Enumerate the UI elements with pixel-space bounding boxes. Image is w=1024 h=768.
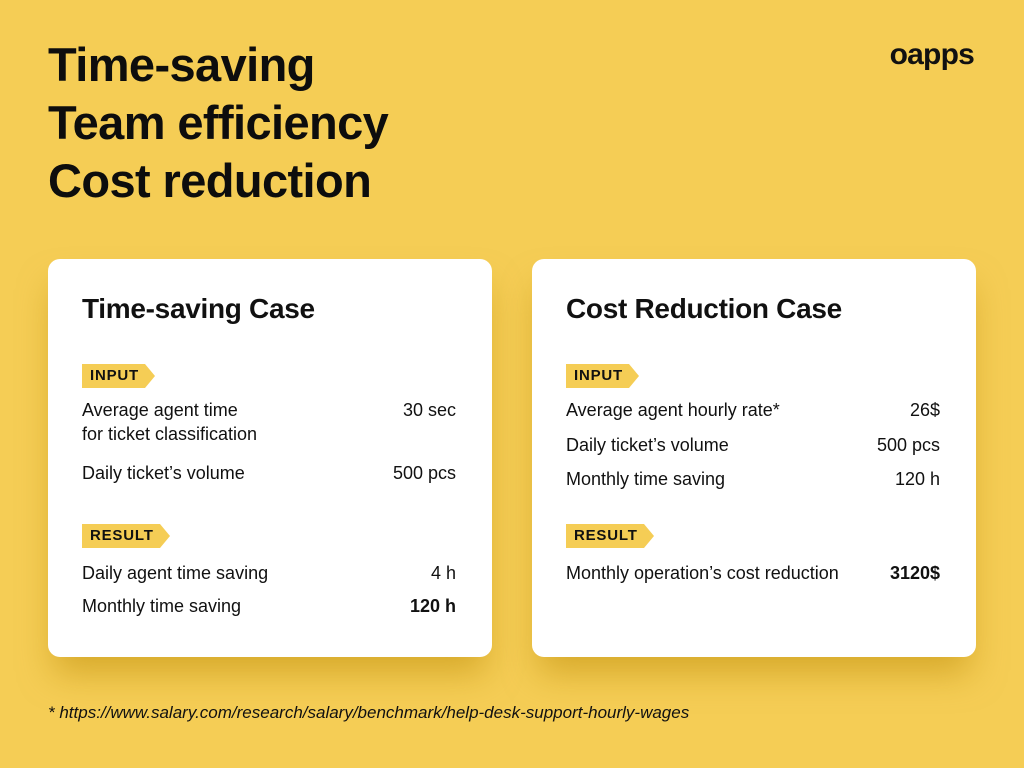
row-value: 120 h [894,469,940,489]
input-tag: INPUT [82,364,155,388]
footnote-source-link[interactable]: * https://www.salary.com/research/salary… [48,703,690,722]
row-label: Daily ticket’s volume [82,463,245,483]
card-title: Time-saving Case [82,293,315,324]
row-value-highlight: 120 h [409,596,456,616]
row-value: 500 pcs [876,435,940,455]
input-section: INPUT [566,364,940,388]
row-value-highlight: 3120$ [889,563,940,583]
row-label: Monthly time saving [566,469,726,489]
row-value: 30 sec [402,400,456,420]
result-section: RESULT [566,524,940,548]
row-value: 500 pcs [392,463,456,483]
result-row: Daily agent time saving 4 h [82,561,456,585]
headline-line-1: Time-saving [48,38,315,91]
card-title: Cost Reduction Case [566,293,842,324]
result-tag: RESULT [82,524,170,548]
input-row: Monthly time saving 120 h [566,467,940,491]
result-tag: RESULT [566,524,654,548]
time-saving-card: Time-saving Case INPUT Average agent tim… [48,259,492,657]
row-value: 26$ [909,400,940,420]
input-row: Average agent hourly rate* 26$ [566,398,940,422]
row-label: Daily ticket’s volume [566,435,729,455]
input-tag: INPUT [566,364,639,388]
input-row: Daily ticket’s volume 500 pcs [566,433,940,457]
result-row: Monthly operation’s cost reduction 3120$ [566,561,940,585]
brand-logo: oapps [889,38,975,71]
row-label: Monthly time saving [82,596,242,616]
headline-line-2: Team efficiency [48,96,389,149]
cost-reduction-card: Cost Reduction Case INPUT Average agent … [532,259,976,657]
input-row: Average agent time for ticket classifica… [82,398,456,446]
row-label: Monthly operation’s cost reduction [566,563,839,583]
row-label: Daily agent time saving [82,563,269,583]
row-label: Average agent hourly rate* [566,400,780,420]
input-section: INPUT [82,364,456,388]
result-row: Monthly time saving 120 h [82,594,456,618]
headline-line-3: Cost reduction [48,154,372,207]
row-label: Average agent time for ticket classifica… [82,400,258,444]
headline: Time-saving Team efficiency Cost reducti… [48,36,389,210]
input-row: Daily ticket’s volume 500 pcs [82,461,456,485]
result-section: RESULT [82,524,456,548]
row-value: 4 h [430,563,456,583]
